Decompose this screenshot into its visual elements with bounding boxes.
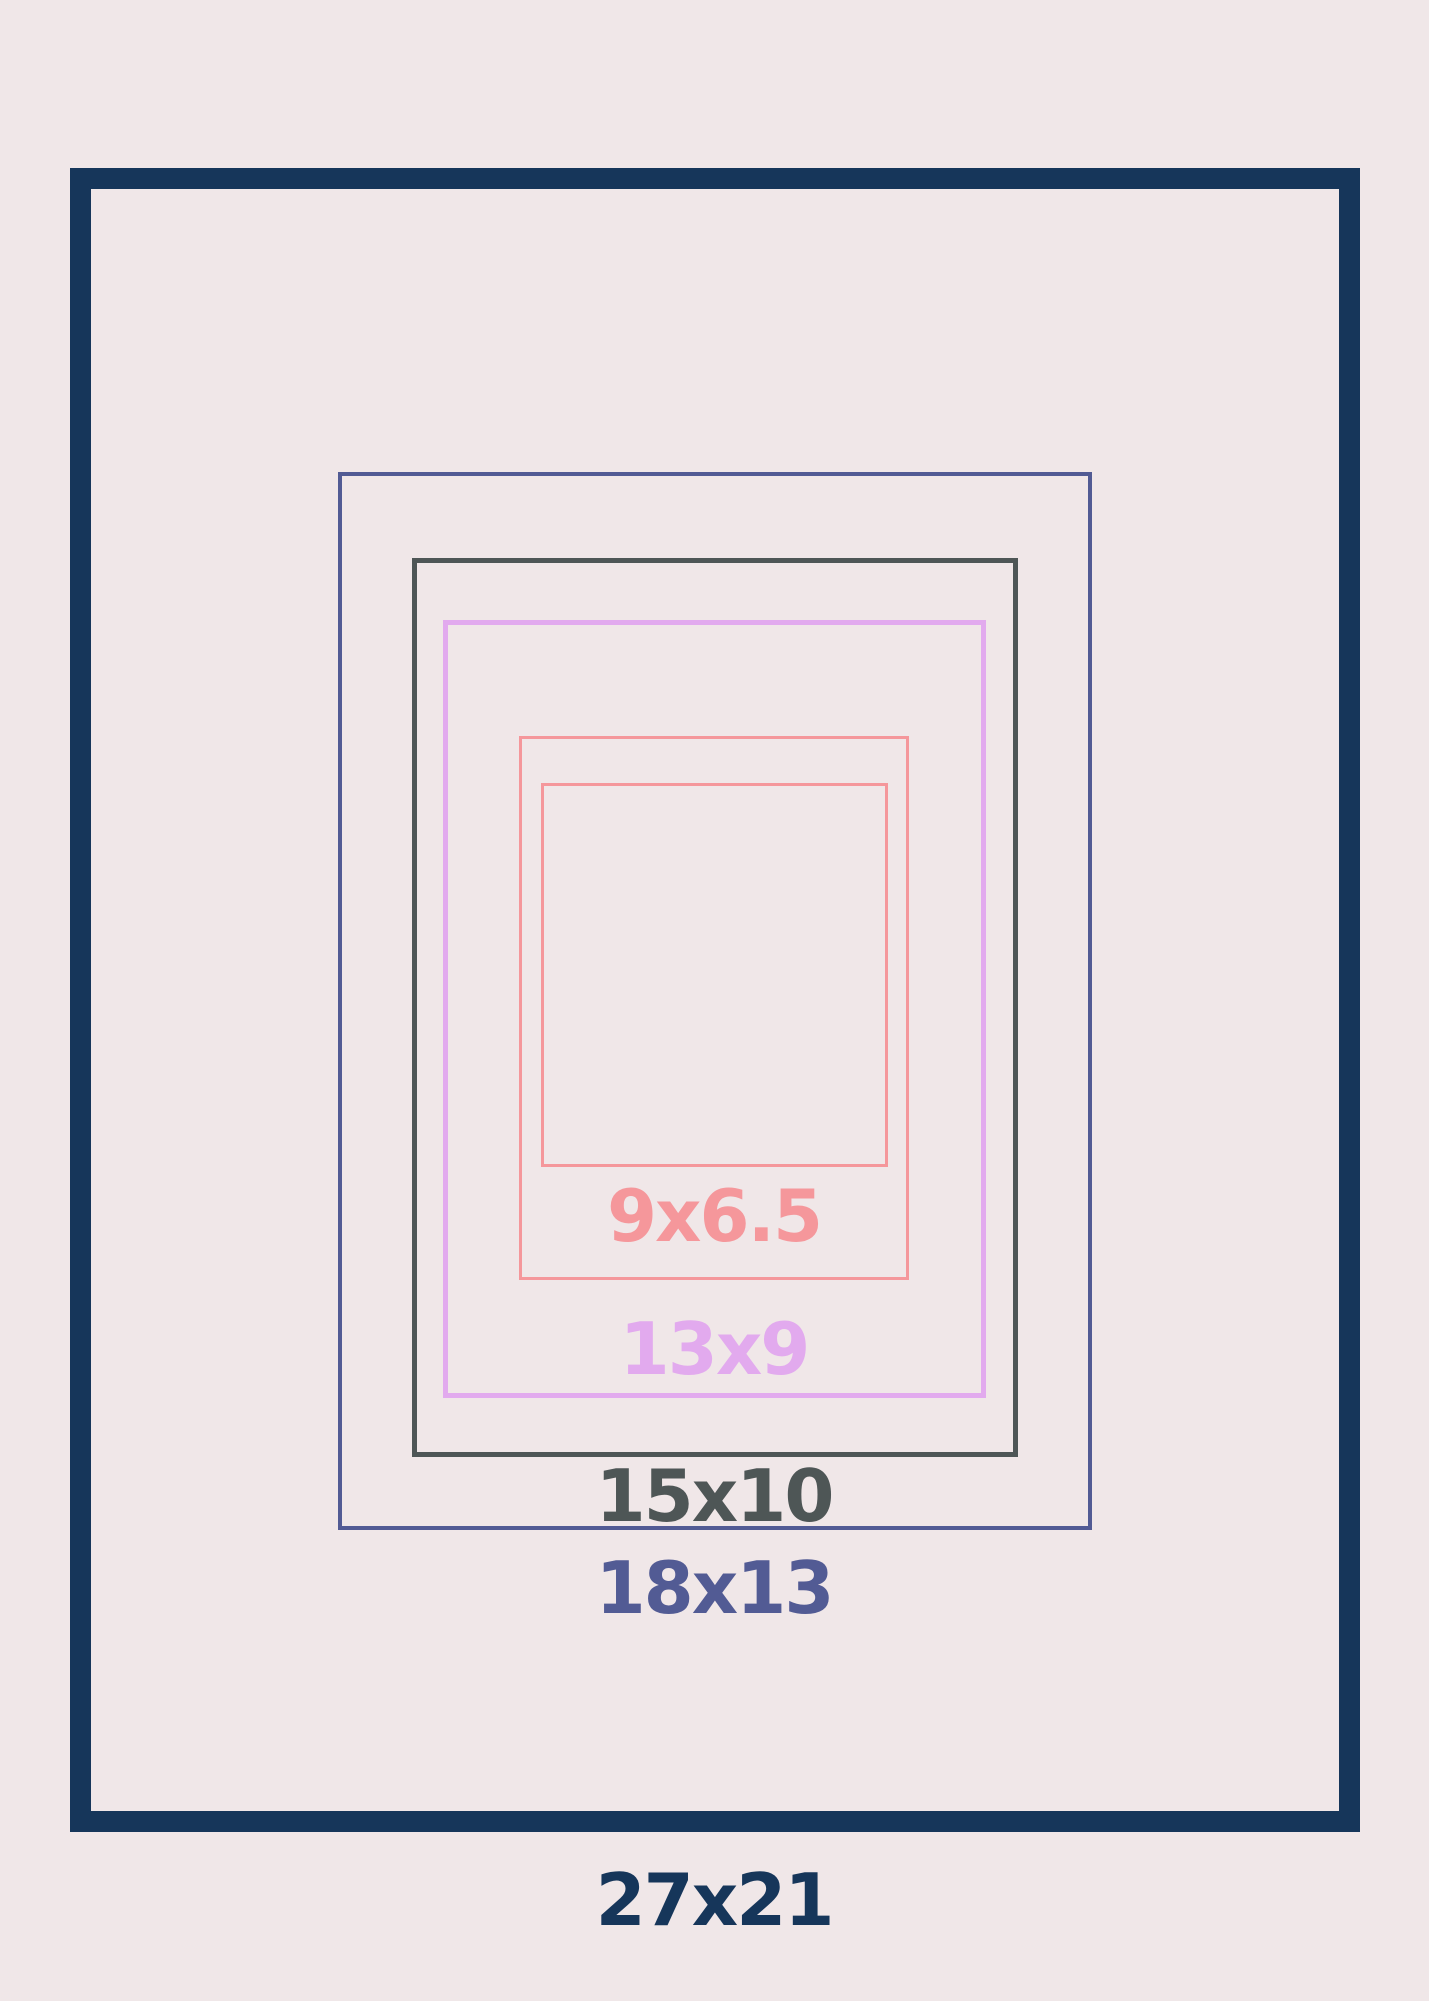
label-13x9: 13x9 [619, 1307, 811, 1391]
label-27x21: 27x21 [595, 1858, 835, 1942]
frame-18x13 [338, 472, 1092, 1530]
frame-9x6.5-outer [519, 736, 909, 1280]
frame-27x21 [70, 168, 1360, 1832]
frame-13x9 [443, 620, 986, 1398]
label-9x6.5: 9x6.5 [606, 1174, 823, 1258]
frame-15x10 [412, 558, 1018, 1457]
label-15x10: 15x10 [595, 1454, 835, 1538]
label-18x13: 18x13 [595, 1546, 835, 1630]
frame-9x6.5-inner [541, 783, 888, 1167]
